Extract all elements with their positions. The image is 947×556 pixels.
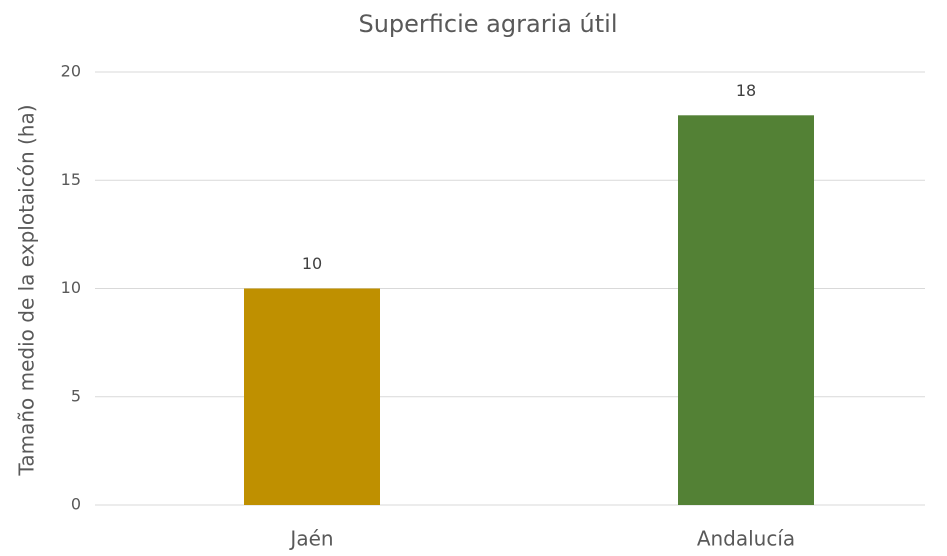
bar xyxy=(678,115,814,506)
y-tick-label: 15 xyxy=(61,170,81,189)
y-tick-label: 10 xyxy=(61,278,81,297)
data-label: 18 xyxy=(736,81,756,100)
data-label: 10 xyxy=(302,254,322,273)
chart-title: Superficie agraria útil xyxy=(358,10,617,38)
x-tick-label: Jaén xyxy=(288,527,333,551)
x-tick-label: Andalucía xyxy=(697,527,795,551)
bar xyxy=(244,288,380,505)
y-tick-label: 5 xyxy=(71,386,81,405)
y-tick-label: 20 xyxy=(61,62,81,81)
y-axis-label: Tamaño medio de la explotaicón (ha) xyxy=(15,104,39,476)
y-tick-label: 0 xyxy=(71,495,81,514)
